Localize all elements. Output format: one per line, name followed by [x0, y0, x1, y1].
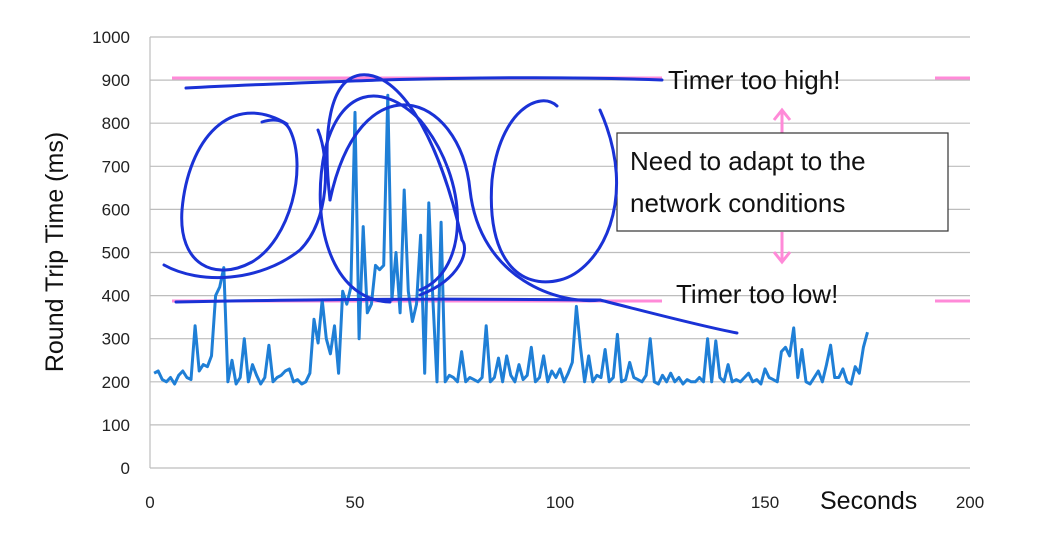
timer-too-high-label: Timer too high!	[668, 65, 840, 95]
y-tick-label: 1000	[92, 28, 130, 47]
grid-lines	[149, 36, 970, 469]
y-tick-labels: 0 100 200 300 400 500 600 700 800 900 1000	[92, 28, 130, 478]
y-tick-label: 700	[102, 157, 130, 176]
x-axis-title: Seconds	[820, 487, 917, 515]
y-tick-label: 800	[102, 114, 130, 133]
y-tick-label: 0	[121, 459, 130, 478]
y-tick-label: 600	[102, 200, 130, 219]
annotation-line-1: Need to adapt to the	[630, 146, 866, 176]
x-tick-label: 0	[145, 493, 154, 512]
y-tick-label: 900	[102, 71, 130, 90]
timer-too-low-label: Timer too low!	[676, 279, 838, 309]
y-tick-label: 100	[102, 416, 130, 435]
y-tick-label: 300	[102, 330, 130, 349]
y-tick-label: 400	[102, 287, 130, 306]
y-tick-label: 200	[102, 373, 130, 392]
x-tick-label: 150	[751, 493, 779, 512]
y-axis-title: Round Trip Time (ms)	[41, 132, 69, 372]
y-tick-label: 500	[102, 244, 130, 263]
double-arrow-icon	[772, 107, 792, 265]
x-tick-labels: 0 50 100 150 200	[145, 493, 984, 512]
rtt-series-line	[153, 93, 869, 386]
handwritten-scribbles	[162, 73, 739, 335]
annotation-box	[616, 132, 949, 232]
annotation-line-2: network conditions	[630, 188, 845, 218]
x-tick-label: 100	[546, 493, 574, 512]
x-tick-label: 200	[956, 493, 984, 512]
x-tick-label: 50	[346, 493, 365, 512]
